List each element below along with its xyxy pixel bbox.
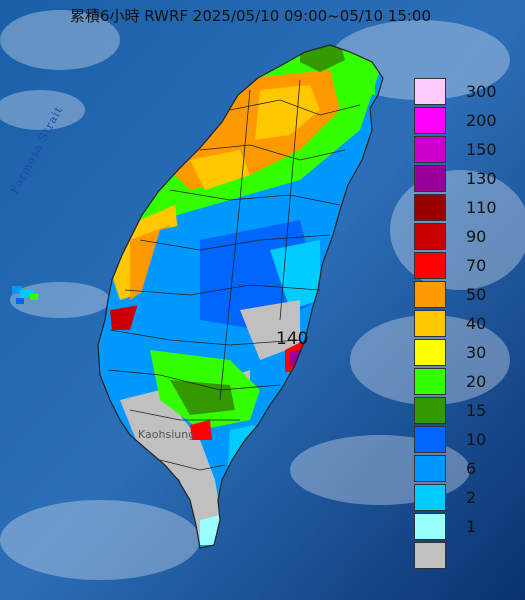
max-value-label: 140 <box>276 329 309 349</box>
legend-swatch <box>414 194 446 221</box>
legend-swatch <box>414 484 446 511</box>
legend-swatch <box>414 339 446 366</box>
legend-swatch <box>414 281 446 308</box>
map-title: 累積6小時 RWRF 2025/05/10 09:00~05/10 15:00 <box>70 7 432 25</box>
legend-label: 40 <box>466 314 487 333</box>
legend-label: 30 <box>466 343 487 362</box>
legend-swatch <box>414 368 446 395</box>
legend-label: 1 <box>466 517 477 536</box>
legend-label: 10 <box>466 430 487 449</box>
city-label: Kaohsiung <box>138 428 196 441</box>
legend-label: 130 <box>466 169 497 188</box>
legend-label: 2 <box>466 488 477 507</box>
legend-swatch <box>414 252 446 279</box>
legend-swatch <box>414 310 446 337</box>
penghu-islands <box>12 286 38 304</box>
legend-label: 50 <box>466 285 487 304</box>
legend-swatch <box>414 223 446 250</box>
legend-swatch <box>414 455 446 482</box>
legend-label: 70 <box>466 256 487 275</box>
legend-swatch <box>414 513 446 540</box>
legend-label: 150 <box>466 140 497 159</box>
legend-label: 6 <box>466 459 477 478</box>
legend-swatch <box>414 78 446 105</box>
legend-label: 90 <box>466 227 487 246</box>
legend-swatch <box>414 165 446 192</box>
legend-swatch <box>414 542 446 569</box>
county-boundaries <box>107 79 361 471</box>
legend-swatch <box>414 397 446 424</box>
legend-swatch <box>414 426 446 453</box>
legend-swatch <box>414 136 446 163</box>
legend-label: 20 <box>466 372 487 391</box>
legend-label: 15 <box>466 401 487 420</box>
legend: 300 200 150 130 110 90 70 50 40 30 20 15 10 6 2 1 <box>412 78 520 573</box>
legend-label: 300 <box>466 82 497 101</box>
legend-swatch <box>414 107 446 134</box>
legend-label: 110 <box>466 198 497 217</box>
legend-label: 200 <box>466 111 497 130</box>
